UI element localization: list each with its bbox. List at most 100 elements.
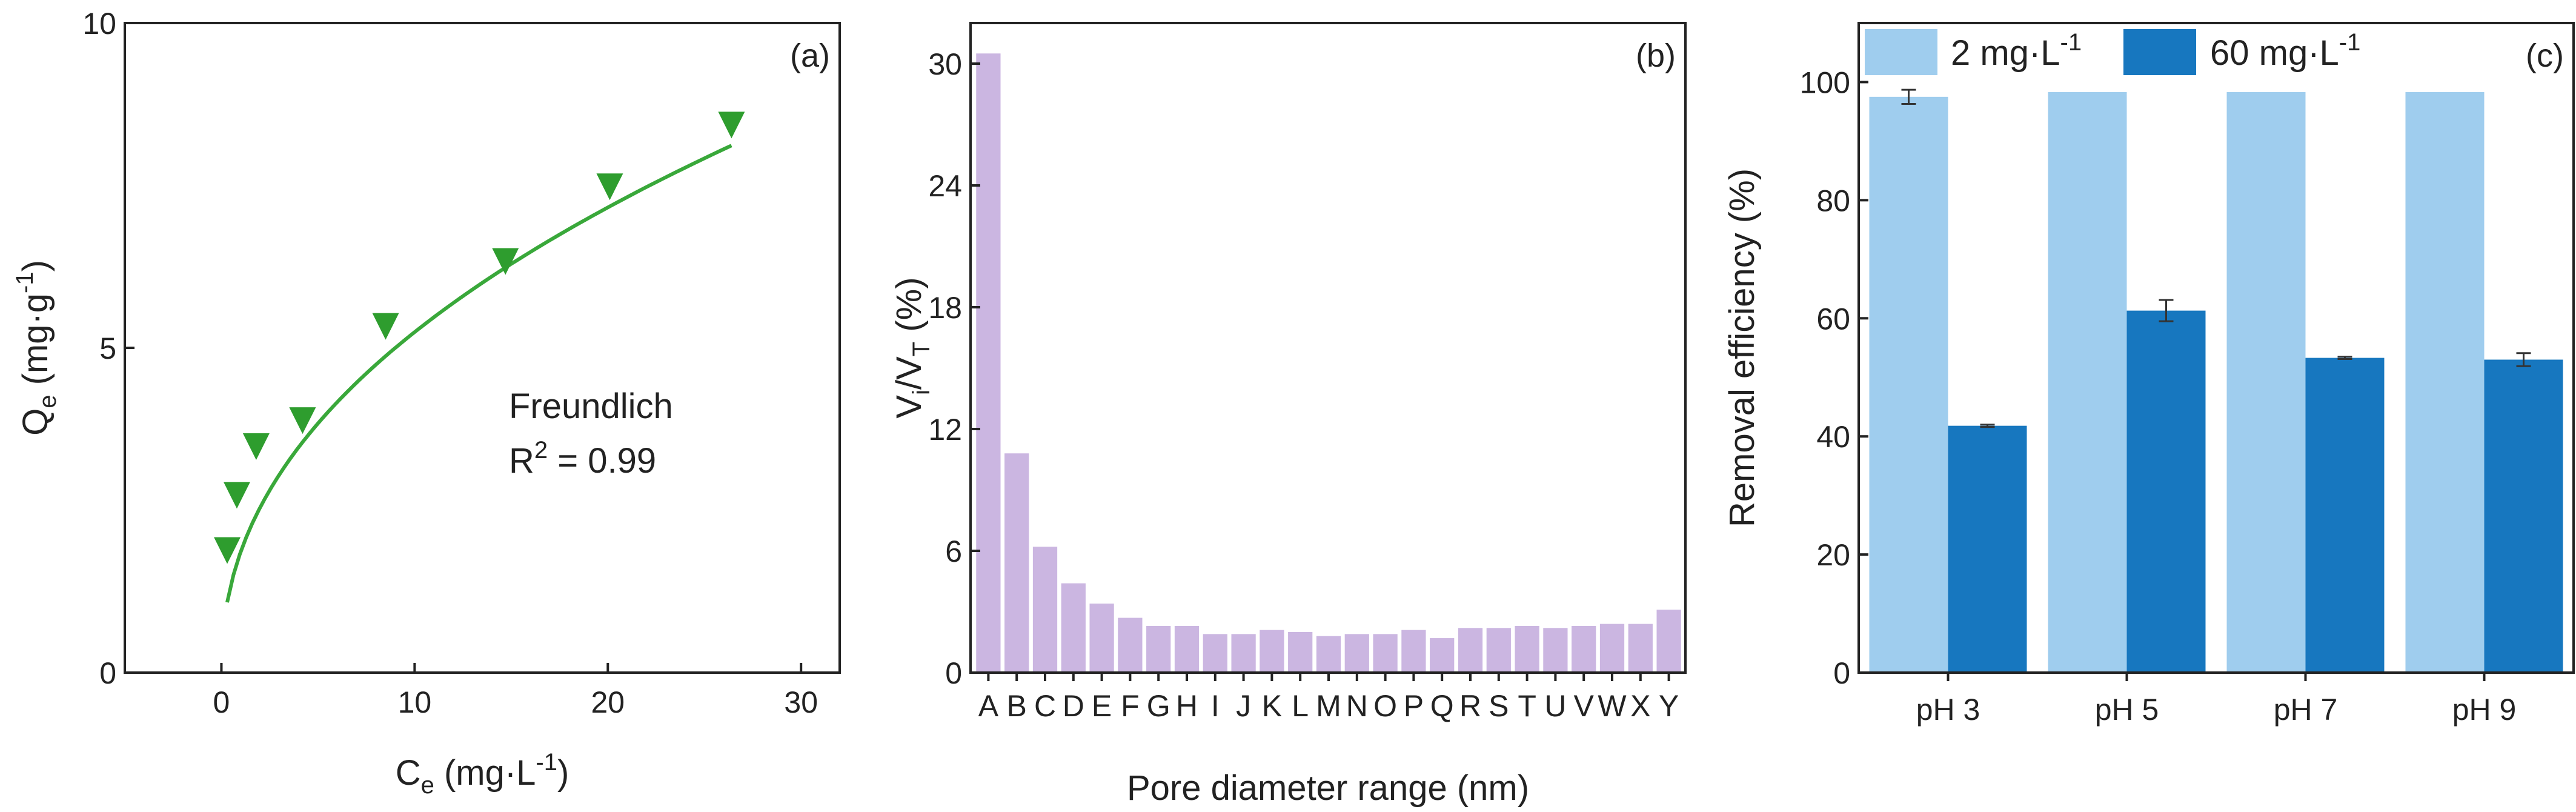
- pore-bar: [1430, 638, 1455, 673]
- pore-bar: [1458, 628, 1483, 673]
- pore-bar: [1628, 624, 1653, 673]
- panel-b-label: (b): [1636, 38, 1676, 74]
- pore-category-label: C: [1034, 689, 1056, 723]
- pore-bar: [1543, 628, 1568, 673]
- pore-category-label: T: [1518, 689, 1536, 723]
- panel-a-y-axis-label: Qe (mg·g-1): [12, 260, 61, 436]
- pore-bar: [1032, 547, 1058, 673]
- panel-b-x-axis-label: Pore diameter range (nm): [1127, 768, 1529, 808]
- panel-c-y-tick-label: 0: [1833, 656, 1850, 690]
- legend-swatch-2mg: [1865, 29, 1937, 75]
- pore-category-label: I: [1211, 689, 1220, 723]
- panel-a-x-tick-label: 0: [213, 685, 230, 719]
- pore-bar: [976, 53, 1001, 673]
- pore-bar: [1004, 453, 1029, 673]
- pore-bar: [1089, 604, 1114, 673]
- panel-a-y-tick-label: 10: [82, 7, 116, 41]
- panel-c-label: (c): [2526, 38, 2564, 74]
- data-point-marker: [242, 433, 270, 460]
- panel-c-axes-frame: [1857, 22, 2575, 674]
- pore-category-label: Y: [1659, 689, 1679, 723]
- pore-category-label: N: [1346, 689, 1368, 723]
- panel-c-y-tick-label: 80: [1816, 184, 1850, 218]
- panel-b-axes-frame: [969, 22, 1687, 674]
- panel-b-y-axis-label: Vi/VT (%): [889, 277, 935, 418]
- data-point-marker: [372, 313, 399, 340]
- bar-60mg: [2484, 359, 2563, 673]
- pore-bar: [1316, 636, 1341, 673]
- pore-category-label: E: [1092, 689, 1112, 723]
- pore-category-label: O: [1373, 689, 1397, 723]
- panel-a-x-axis-label: Ce (mg·L-1): [396, 749, 569, 799]
- pore-category-label: K: [1262, 689, 1282, 723]
- pore-category-label: X: [1630, 689, 1650, 723]
- panel-c-legend: 2 mg·L-1 60 mg·L-1: [1865, 29, 2360, 75]
- data-point-marker: [289, 407, 316, 434]
- pore-category-label: Q: [1430, 689, 1454, 723]
- pore-category-label: J: [1236, 689, 1251, 723]
- pore-category-label: P: [1404, 689, 1424, 723]
- pore-category-label: W: [1598, 689, 1627, 723]
- pore-category-label: D: [1063, 689, 1084, 723]
- bar-2mg: [2048, 92, 2127, 673]
- data-point-marker: [596, 173, 623, 201]
- pore-category-label: B: [1007, 689, 1027, 723]
- panel-a-y-tick-label: 0: [99, 656, 116, 690]
- pore-bar: [1486, 628, 1511, 673]
- pore-category-label: S: [1489, 689, 1509, 723]
- legend-label-2mg: 2 mg·L-1: [1951, 29, 2082, 73]
- panel-c-y-tick-label: 20: [1816, 538, 1850, 572]
- pore-bar: [1599, 624, 1625, 673]
- pore-bar: [1401, 630, 1426, 673]
- pore-bar: [1231, 634, 1256, 673]
- panel-a-x-tick-label: 30: [784, 685, 818, 719]
- bar-60mg: [2305, 358, 2385, 673]
- ph-category-label: pH 9: [2452, 693, 2517, 727]
- pore-bar: [1174, 625, 1200, 673]
- panel-b-pore-distribution: (b) A B C D E F G H I J K L M N O P Q R S T U V W X Y0612182430 …: [889, 22, 1687, 808]
- pore-bar: [1572, 625, 1596, 673]
- panel-c-y-axis-label: Removal efficiency (%): [1722, 168, 1762, 527]
- ph-category-label: pH 5: [2095, 693, 2159, 727]
- panel-b-y-tick-label: 6: [945, 534, 962, 568]
- panel-c-y-tick-label: 60: [1816, 302, 1850, 336]
- bar-2mg: [2405, 92, 2485, 673]
- panel-b-y-tick-label: 0: [945, 656, 962, 690]
- pore-bar: [1146, 625, 1171, 673]
- panel-b-y-tick-label: 12: [928, 413, 962, 447]
- data-point-marker: [223, 482, 250, 509]
- data-point-marker: [214, 537, 241, 564]
- pore-bar: [1118, 617, 1143, 673]
- panel-b-y-tick-label: 18: [928, 291, 962, 325]
- data-point-marker: [492, 248, 519, 275]
- panel-a-x-tick-label: 10: [398, 685, 432, 719]
- panel-a-isotherm: (a) 0 10 20 30 0 5 10 Freundlich R2 = 0.99 Ce …: [12, 7, 841, 799]
- freundlich-fit-curve: [225, 144, 732, 603]
- ph-category-label: pH 7: [2274, 693, 2338, 727]
- pore-bar: [1344, 634, 1369, 673]
- pore-bar: [1656, 610, 1681, 673]
- bar-2mg: [2226, 92, 2306, 673]
- pore-category-label: A: [978, 689, 999, 723]
- bar-2mg: [1869, 96, 1948, 673]
- panel-c-y-tick-label: 40: [1816, 420, 1850, 454]
- r-squared-annotation: R2 = 0.99: [509, 437, 656, 481]
- panel-b-y-tick-label: 24: [928, 169, 962, 203]
- pore-bar: [1061, 583, 1086, 673]
- bar-60mg: [2126, 310, 2206, 673]
- freundlich-annotation: Freundlich: [509, 387, 673, 426]
- panel-b-y-tick-label: 30: [928, 47, 962, 81]
- pore-category-label: F: [1121, 689, 1140, 723]
- pore-bar: [1288, 632, 1313, 673]
- pore-category-label: U: [1544, 689, 1566, 723]
- pore-bar: [1203, 634, 1227, 673]
- pore-category-label: M: [1316, 689, 1341, 723]
- pore-category-label: V: [1574, 689, 1595, 723]
- pore-category-label: L: [1292, 689, 1309, 723]
- panel-c-removal-efficiency: (c) pH 3 pH 5 pH 7 pH 9 0 20 40 60 80 100 2 mg·L-…: [1722, 22, 2575, 727]
- pore-category-label: G: [1147, 689, 1170, 723]
- panel-a-y-tick-label: 5: [99, 331, 116, 365]
- bar-60mg: [1948, 425, 2027, 673]
- legend-swatch-60mg: [2123, 29, 2196, 75]
